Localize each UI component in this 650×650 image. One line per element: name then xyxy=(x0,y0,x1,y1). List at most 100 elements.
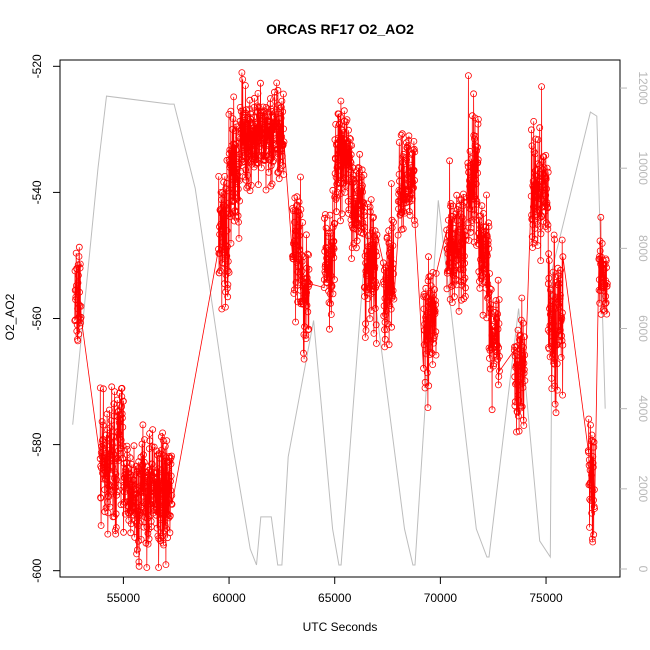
o2-point xyxy=(112,510,120,518)
o2-point xyxy=(458,214,466,222)
o2-point xyxy=(472,216,480,224)
o2-point xyxy=(367,307,375,315)
o2-point xyxy=(473,241,480,249)
o2-point xyxy=(165,482,173,489)
o2-point xyxy=(262,186,270,194)
o2-point xyxy=(520,416,527,424)
o2-point xyxy=(241,158,249,166)
o2-point xyxy=(454,202,462,210)
o2-point xyxy=(362,326,370,334)
o2-point xyxy=(542,175,550,183)
y2-tick-label: 2000 xyxy=(636,475,650,502)
o2-point xyxy=(290,289,298,297)
o2-point xyxy=(371,304,379,312)
o2-point xyxy=(339,174,347,182)
o2-point xyxy=(475,268,483,276)
o2-point xyxy=(446,224,454,232)
o2-point xyxy=(96,384,104,392)
o2-point xyxy=(521,351,529,359)
o2-point xyxy=(478,242,486,250)
o2-point xyxy=(157,433,165,441)
o2-point xyxy=(540,164,548,172)
o2-point xyxy=(427,282,435,290)
o2-point xyxy=(401,181,408,189)
o2-point xyxy=(140,523,148,531)
o2-point xyxy=(245,158,253,166)
o2-point xyxy=(105,480,113,488)
o2-point xyxy=(450,267,458,275)
o2-point xyxy=(160,541,168,549)
o2-point xyxy=(368,241,376,248)
o2-point xyxy=(321,211,329,218)
o2-point xyxy=(138,502,146,510)
o2-point xyxy=(408,195,416,202)
o2-point xyxy=(585,461,593,469)
o2-point xyxy=(558,332,565,340)
o2-point xyxy=(335,172,343,180)
o2-point xyxy=(530,239,538,247)
o2-point xyxy=(373,281,381,289)
o2-point xyxy=(238,158,246,166)
o2-point xyxy=(362,320,369,328)
o2-point xyxy=(142,500,150,508)
o2-point xyxy=(339,161,347,169)
o2-point xyxy=(516,332,524,340)
o2-point xyxy=(548,297,556,305)
o2-point xyxy=(77,313,85,321)
o2-point xyxy=(119,423,127,431)
o2-point xyxy=(590,531,598,539)
o2-point xyxy=(597,213,605,221)
o2-point xyxy=(472,142,480,150)
o2-point xyxy=(468,155,475,163)
o2-point xyxy=(130,442,138,450)
o2-point xyxy=(297,173,304,181)
o2-point xyxy=(470,131,478,139)
o2-point xyxy=(264,113,272,121)
o2-point xyxy=(486,285,494,293)
o2-point xyxy=(348,142,356,149)
o2-point xyxy=(446,157,454,165)
o2-point xyxy=(156,516,164,524)
o2-point xyxy=(272,110,280,118)
o2-point xyxy=(589,459,597,467)
o2-point xyxy=(291,218,299,226)
o2-point xyxy=(218,305,226,313)
o2-point xyxy=(492,301,500,309)
o2-point xyxy=(354,164,362,171)
o2-point xyxy=(167,472,175,480)
o2-point xyxy=(304,283,312,291)
o2-point xyxy=(305,265,313,273)
o2-point xyxy=(461,231,469,239)
o2-point xyxy=(551,400,559,408)
o2-point xyxy=(237,129,245,137)
o2-point xyxy=(224,267,232,275)
o2-point xyxy=(550,320,557,328)
o2-point xyxy=(305,325,313,333)
o2-point xyxy=(100,442,108,450)
o2-point xyxy=(106,503,114,511)
o2-point xyxy=(105,447,112,455)
o2-point xyxy=(492,334,500,342)
o2-point xyxy=(158,446,165,454)
o2-point xyxy=(367,196,375,204)
o2-point xyxy=(388,289,396,297)
o2-point xyxy=(343,116,351,123)
o2-point xyxy=(537,230,545,238)
o2-point xyxy=(302,335,310,343)
o2-point xyxy=(538,213,546,221)
o2-point xyxy=(519,384,527,391)
o2-point xyxy=(481,227,489,235)
o2-point xyxy=(259,103,267,111)
o2-point xyxy=(380,266,388,274)
o2-point xyxy=(115,429,123,437)
o2-point xyxy=(421,378,429,386)
o2-point xyxy=(482,261,490,269)
o2-point xyxy=(471,114,479,122)
o2-point xyxy=(420,364,427,372)
o2-point xyxy=(292,318,300,326)
o2-point xyxy=(329,186,337,194)
o2-point xyxy=(72,293,80,301)
o2-point xyxy=(246,187,254,195)
o2-point xyxy=(425,332,433,340)
